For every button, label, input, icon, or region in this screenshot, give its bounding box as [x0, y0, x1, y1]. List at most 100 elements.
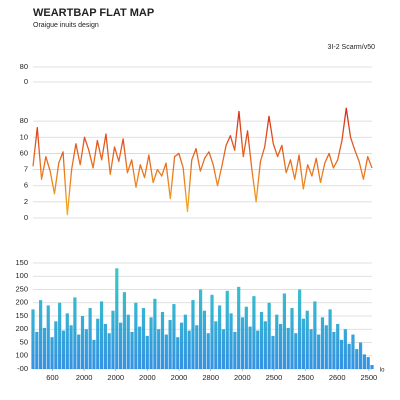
spike: [320, 317, 325, 369]
spike: [210, 294, 214, 369]
spike: [298, 289, 302, 369]
spike: [244, 306, 248, 369]
spike: [252, 296, 256, 369]
y-tick-label: 2: [24, 197, 28, 206]
spike: [221, 329, 226, 369]
spike: [58, 302, 62, 369]
spike: [336, 323, 340, 369]
spike: [103, 323, 107, 369]
y-tick-label: 80: [20, 116, 28, 125]
spike: [164, 334, 168, 369]
spike: [305, 310, 309, 369]
spike: [134, 302, 138, 369]
spike: [317, 334, 321, 369]
spike: [160, 312, 165, 369]
spike: [96, 318, 100, 369]
spike: [138, 326, 142, 369]
spike: [65, 313, 69, 369]
spike: [130, 331, 134, 369]
x-tick-label: 2800: [202, 373, 219, 382]
spike: [119, 322, 123, 369]
spike: [126, 314, 130, 369]
x-tick-label: 2000: [234, 373, 251, 382]
spike: [248, 326, 252, 369]
y-tick-label: 50: [20, 337, 28, 346]
spike: [122, 292, 127, 369]
spike: [366, 357, 370, 369]
spike: [50, 337, 54, 369]
spike: [294, 333, 298, 369]
spike: [355, 349, 359, 369]
x-tick-label: 600: [46, 373, 59, 382]
spike: [168, 319, 172, 369]
spike: [176, 337, 180, 369]
spike: [267, 302, 271, 369]
y-tick-label: 60: [20, 148, 28, 157]
spike: [309, 329, 313, 369]
spike: [99, 301, 104, 369]
y-tick-label: 250: [15, 284, 28, 293]
y-tick-label: 7: [24, 165, 28, 174]
spike: [77, 334, 81, 369]
spike: [301, 318, 306, 369]
spike: [351, 334, 355, 369]
chart-subtitle: Oraigue inuits design: [33, 22, 99, 29]
spike: [271, 335, 275, 369]
x-tick-label: 2000: [107, 373, 124, 382]
spike: [187, 330, 191, 369]
spike: [145, 335, 149, 369]
spike: [240, 317, 245, 369]
spike: [347, 343, 351, 369]
x-tick-label: 2000: [139, 373, 156, 382]
data-line: [32, 107, 373, 216]
x-tick-label: 2500: [360, 373, 377, 382]
x-tick-label: 2500: [266, 373, 283, 382]
spike: [39, 300, 43, 369]
spike: [141, 308, 146, 369]
spike: [332, 331, 336, 369]
spike: [233, 331, 237, 369]
spike: [324, 325, 328, 369]
y-tick-label: 100: [15, 351, 28, 360]
spike: [358, 342, 363, 369]
chart-title: WEARTBAP FLAT MAP: [33, 7, 154, 19]
spike: [237, 286, 241, 369]
x-tick-label: 2500: [297, 373, 314, 382]
spike: [362, 354, 366, 369]
spike: [229, 313, 233, 369]
spike: [328, 309, 332, 369]
spike: [278, 323, 283, 369]
spike: [31, 309, 35, 369]
spike: [84, 329, 88, 369]
spike: [61, 330, 66, 369]
spike: [195, 325, 199, 369]
spike: [198, 289, 203, 369]
y-tick-label: 200: [15, 298, 28, 307]
spike: [256, 330, 260, 369]
spike: [73, 297, 77, 369]
y-tick-label: 10: [20, 132, 28, 141]
y-tick-label: 0: [24, 213, 28, 222]
x-tick-label: 2600: [329, 373, 346, 382]
y-tick-label: 6: [24, 181, 28, 190]
spike: [214, 321, 218, 369]
spike: [370, 365, 374, 369]
y-tick-label: 80: [20, 62, 28, 71]
spike: [286, 327, 290, 369]
spike: [263, 321, 267, 369]
spike: [92, 339, 96, 369]
x-tick-label: 2000: [171, 373, 188, 382]
spike: [54, 321, 58, 369]
spike: [69, 325, 73, 369]
spike: [149, 317, 153, 369]
x-tick-label: 2000: [76, 373, 93, 382]
spike: [191, 300, 195, 369]
spike: [80, 316, 85, 369]
spike: [275, 314, 279, 369]
spike: [42, 327, 47, 369]
annotation: 3I-2 Scarm/v50: [328, 44, 376, 51]
spike: [115, 268, 119, 369]
spike: [225, 290, 229, 369]
